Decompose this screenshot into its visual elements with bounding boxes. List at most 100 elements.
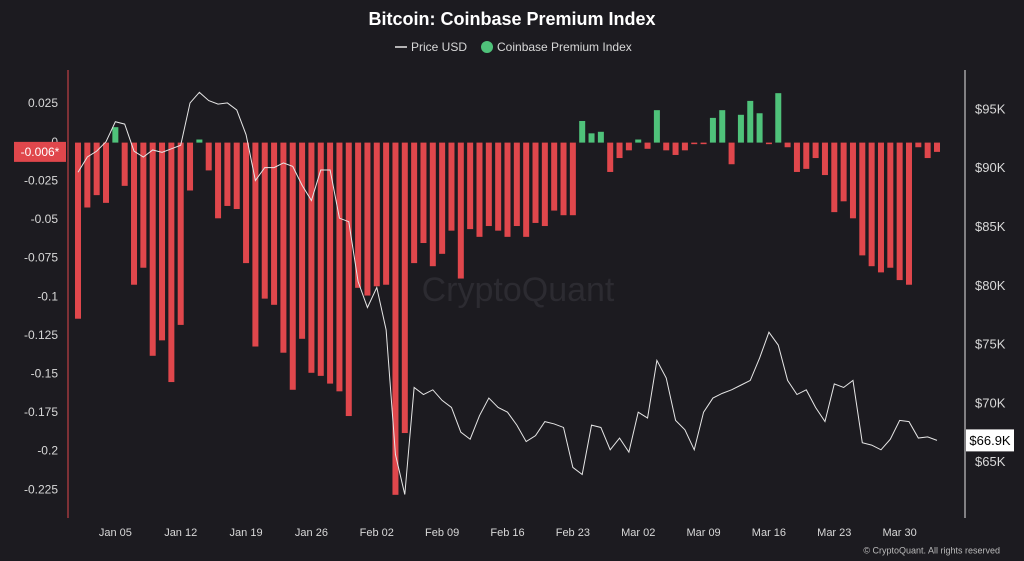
bar (467, 142, 474, 230)
bar (289, 142, 296, 390)
last-value-label: -0.006* (21, 145, 60, 159)
bar (215, 142, 222, 219)
legend-swatch (481, 41, 494, 53)
bar (261, 142, 268, 299)
bar (187, 142, 194, 191)
y2-tick-label: $70K (975, 395, 1006, 410)
y-tick-label: -0.1 (37, 289, 58, 303)
bar (635, 139, 642, 143)
bar (877, 142, 884, 273)
x-tick-label: Mar 02 (621, 527, 655, 539)
x-tick-label: Jan 05 (99, 527, 132, 539)
bar (159, 142, 166, 341)
x-tick-label: Feb 23 (556, 527, 590, 539)
x-tick-label: Jan 19 (230, 527, 263, 539)
bar (737, 114, 744, 143)
y2-tick-label: $80K (975, 278, 1006, 293)
bar (355, 142, 362, 288)
bar (103, 142, 110, 203)
bar (775, 93, 782, 143)
x-tick-label: Jan 12 (164, 527, 197, 539)
bar (765, 142, 772, 145)
bar (653, 110, 660, 143)
bar (513, 142, 520, 227)
bar (495, 142, 502, 231)
y-tick-label: -0.2 (37, 444, 58, 458)
bar (728, 142, 735, 165)
x-tick-label: Mar 09 (686, 527, 720, 539)
x-tick-label: Feb 16 (490, 527, 524, 539)
bar (345, 142, 352, 417)
bar (205, 142, 212, 171)
bar (140, 142, 147, 268)
bar (803, 142, 810, 169)
bar (168, 142, 175, 383)
chart-title: Bitcoin: Coinbase Premium Index (368, 9, 655, 29)
x-tick-label: Feb 02 (360, 527, 394, 539)
y-tick-label: -0.225 (24, 482, 58, 496)
bar (523, 142, 530, 237)
bar (327, 142, 334, 384)
bar (616, 142, 623, 159)
bar (691, 142, 698, 145)
bar (784, 142, 791, 148)
bar (560, 142, 567, 216)
bar (411, 142, 418, 264)
x-tick-label: Feb 09 (425, 527, 459, 539)
bar (747, 100, 754, 143)
y-tick-label: -0.15 (31, 367, 59, 381)
bar (756, 113, 763, 143)
bar (719, 110, 726, 143)
bar (364, 142, 371, 296)
bar (131, 142, 138, 285)
bar (812, 142, 819, 159)
bar (709, 117, 716, 143)
bar (439, 142, 446, 254)
bar (373, 142, 380, 287)
y2-tick-label: $85K (975, 219, 1006, 234)
bar (868, 142, 875, 267)
bar (299, 142, 306, 339)
last-price-label: $66.9K (969, 433, 1011, 448)
x-tick-label: Mar 30 (883, 527, 917, 539)
bar (177, 142, 184, 325)
bar (252, 142, 259, 347)
bar (896, 142, 903, 281)
bar (121, 142, 128, 186)
x-tick-label: Mar 23 (817, 527, 851, 539)
x-tick-label: Mar 16 (752, 527, 786, 539)
bar (271, 142, 278, 305)
y2-tick-label: $95K (975, 101, 1006, 116)
bar (196, 139, 203, 143)
last-price-badge (966, 429, 1014, 452)
bar (681, 142, 688, 151)
bar (672, 142, 679, 155)
bar (644, 142, 651, 149)
bar (392, 142, 399, 495)
bar (308, 142, 315, 373)
bar (821, 142, 828, 176)
y2-tick-label: $75K (975, 337, 1006, 352)
bar (887, 142, 894, 268)
copyright: © CryptoQuant. All rights reserved (863, 545, 1000, 555)
legend-label: Price USD (411, 40, 467, 54)
bar (532, 142, 539, 223)
bar (485, 142, 492, 227)
x-tick-label: Jan 26 (295, 527, 328, 539)
y2-tick-label: $90K (975, 160, 1006, 175)
bar (840, 142, 847, 202)
bar (915, 142, 922, 148)
bar (905, 142, 912, 285)
bar (700, 142, 707, 145)
bar (383, 142, 390, 285)
bar (149, 142, 156, 356)
bar (401, 142, 408, 434)
bar (317, 142, 324, 376)
bar (243, 142, 250, 264)
y-tick-label: -0.025 (24, 173, 58, 187)
bar (924, 142, 931, 159)
watermark: CryptoQuant (422, 271, 615, 309)
y2-tick-label: $65K (975, 454, 1006, 469)
